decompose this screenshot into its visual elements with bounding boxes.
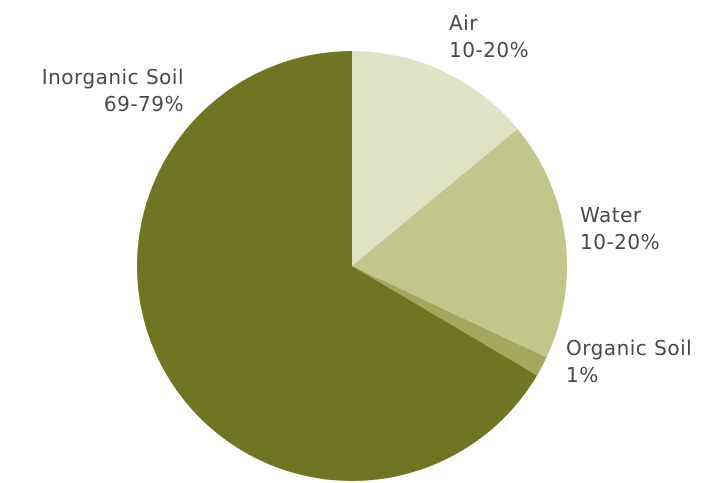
pie-slice-water	[352, 128, 568, 358]
label-air-name: Air	[449, 11, 478, 35]
label-inorganic-soil-name: Inorganic Soil	[41, 65, 184, 89]
label-air: Air 10-20%	[449, 10, 529, 64]
label-inorganic-soil: Inorganic Soil 69-79%	[42, 64, 184, 118]
label-water-name: Water	[580, 203, 642, 227]
label-water-pct: 10-20%	[580, 230, 661, 254]
pie-slice-organic-soil	[352, 266, 547, 376]
pie-slice-inorganic-soil	[136, 51, 538, 481]
pie-slice-air	[352, 50, 518, 266]
label-inorganic-soil-pct: 69-79%	[103, 92, 184, 116]
label-organic-soil: Organic Soil 1%	[566, 335, 692, 389]
label-water: Water 10-20%	[580, 202, 660, 256]
label-organic-soil-pct: 1%	[566, 363, 599, 387]
label-air-pct: 10-20%	[449, 38, 530, 62]
label-organic-soil-name: Organic Soil	[566, 336, 693, 360]
